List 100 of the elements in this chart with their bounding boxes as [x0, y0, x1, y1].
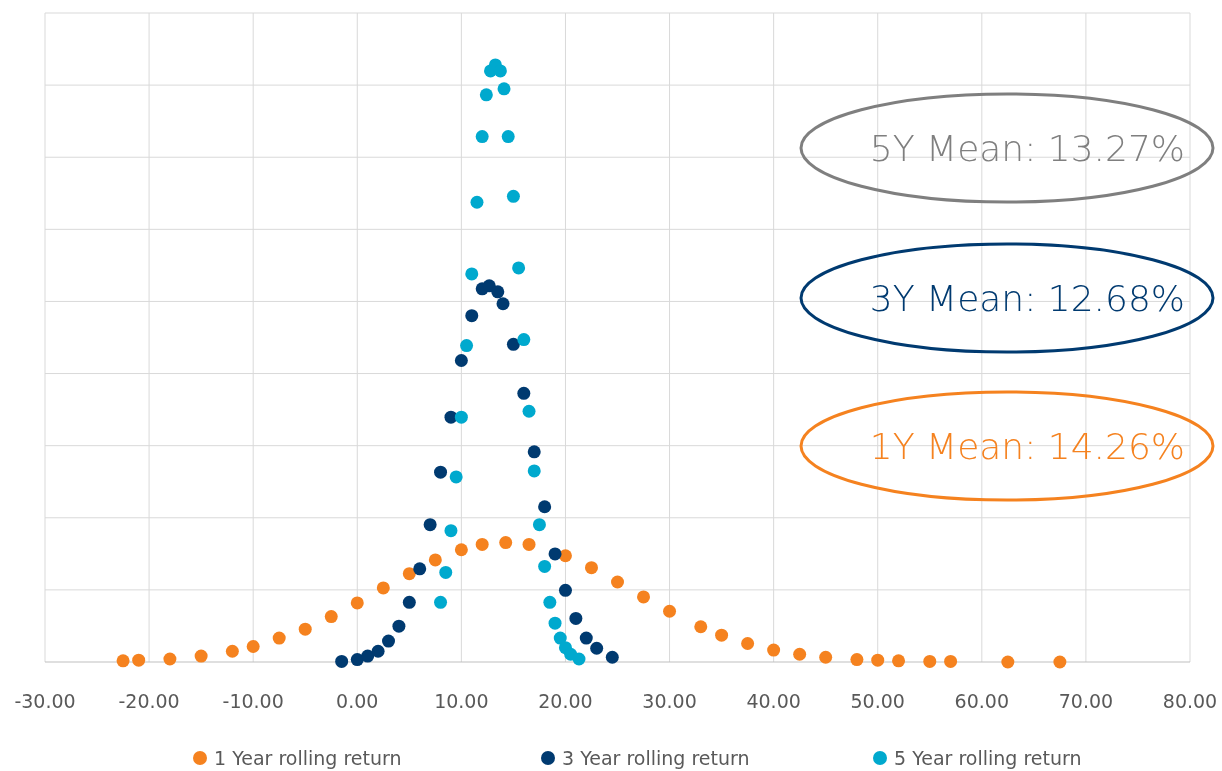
point — [376, 581, 390, 595]
point — [465, 267, 479, 281]
point — [527, 445, 541, 459]
point — [454, 353, 468, 367]
x-tick-label: 20.00 — [538, 690, 593, 712]
point — [163, 652, 177, 666]
x-tick-label: 80.00 — [1162, 690, 1218, 712]
point — [350, 596, 364, 610]
point — [350, 653, 364, 667]
point — [246, 639, 260, 653]
point — [454, 543, 468, 557]
point — [517, 386, 531, 400]
point — [475, 130, 489, 144]
point — [892, 654, 906, 668]
point — [439, 565, 453, 579]
point — [558, 549, 572, 563]
point — [819, 650, 833, 664]
point — [493, 64, 507, 78]
point — [548, 547, 562, 561]
point — [194, 649, 208, 663]
point — [479, 88, 493, 102]
point — [361, 649, 375, 663]
point — [694, 620, 708, 634]
x-tick-label: 10.00 — [434, 690, 489, 712]
point — [324, 610, 338, 624]
point — [558, 583, 572, 597]
point — [538, 559, 552, 573]
x-tick-label: 70.00 — [1058, 690, 1114, 712]
x-tick-label: -30.00 — [14, 690, 76, 712]
point — [512, 261, 526, 275]
point — [579, 631, 593, 645]
point — [517, 333, 531, 347]
point — [572, 652, 586, 666]
point — [132, 653, 146, 667]
x-tick-label: 60.00 — [954, 690, 1010, 712]
point — [522, 404, 536, 418]
point — [475, 537, 489, 551]
point — [527, 464, 541, 478]
point — [491, 285, 505, 299]
annotation: 5Y Mean: 13.27% — [869, 128, 1185, 169]
point — [506, 337, 520, 351]
point — [506, 189, 520, 203]
point — [605, 650, 619, 664]
point — [444, 524, 458, 538]
legend-label: 3 Year rolling return — [562, 747, 750, 769]
point — [434, 465, 448, 479]
point — [548, 616, 562, 630]
point — [402, 567, 416, 581]
point — [501, 130, 515, 144]
x-tick-label: -20.00 — [118, 690, 180, 712]
point — [871, 653, 885, 667]
point — [497, 82, 511, 96]
x-tick-label: 50.00 — [850, 690, 905, 712]
point — [538, 500, 552, 514]
annotation: 3Y Mean: 12.68% — [869, 278, 1185, 319]
point — [590, 641, 604, 655]
legend-label: 5 Year rolling return — [894, 747, 1082, 769]
point — [543, 595, 557, 609]
x-tick-label: 30.00 — [642, 690, 697, 712]
point — [793, 647, 807, 661]
point — [465, 309, 479, 323]
point — [116, 654, 130, 668]
point — [392, 619, 406, 633]
point — [522, 537, 536, 551]
point — [454, 410, 468, 424]
point — [496, 297, 510, 311]
point — [715, 628, 729, 642]
point — [532, 518, 546, 532]
point — [499, 536, 513, 550]
point — [225, 644, 239, 658]
legend-label: 1 Year rolling return — [214, 747, 402, 769]
point — [272, 631, 286, 645]
x-tick-label: -10.00 — [222, 690, 284, 712]
point — [382, 634, 395, 648]
x-tick-label: 40.00 — [746, 690, 801, 712]
point — [850, 653, 864, 667]
annotation: 1Y Mean: 14.26% — [869, 426, 1185, 467]
point — [449, 470, 463, 484]
point — [553, 631, 567, 645]
point — [637, 590, 651, 604]
point — [428, 553, 442, 567]
point — [584, 561, 598, 575]
point — [663, 604, 677, 618]
point — [569, 611, 583, 625]
point — [402, 595, 416, 609]
point — [434, 595, 448, 609]
point — [460, 339, 474, 353]
point — [413, 562, 427, 576]
point — [611, 575, 624, 589]
point — [741, 636, 755, 650]
point — [1001, 655, 1015, 669]
point — [423, 518, 437, 532]
point — [470, 195, 484, 209]
point — [371, 644, 385, 658]
point — [923, 654, 937, 668]
x-tick-label: 0.00 — [336, 690, 379, 712]
point — [298, 622, 312, 636]
point — [767, 643, 781, 657]
point — [1053, 655, 1067, 669]
point — [944, 654, 958, 668]
